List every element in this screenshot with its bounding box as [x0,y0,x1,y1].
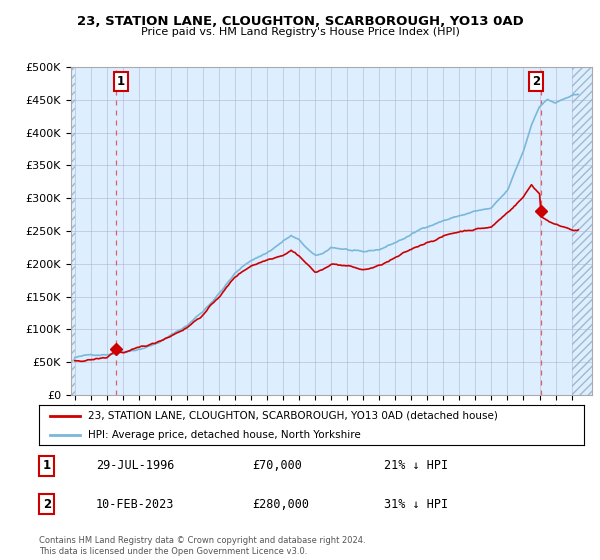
Text: Price paid vs. HM Land Registry's House Price Index (HPI): Price paid vs. HM Land Registry's House … [140,27,460,37]
Text: £70,000: £70,000 [252,459,302,473]
Text: 21% ↓ HPI: 21% ↓ HPI [384,459,448,473]
Text: 23, STATION LANE, CLOUGHTON, SCARBOROUGH, YO13 0AD: 23, STATION LANE, CLOUGHTON, SCARBOROUGH… [77,15,523,28]
Text: 1: 1 [117,76,125,88]
Text: 10-FEB-2023: 10-FEB-2023 [96,497,175,511]
Text: £280,000: £280,000 [252,497,309,511]
Text: 1: 1 [43,459,51,473]
Text: 2: 2 [43,497,51,511]
Bar [572,67,592,395]
Bar [71,67,75,395]
Text: 29-JUL-1996: 29-JUL-1996 [96,459,175,473]
Text: 23, STATION LANE, CLOUGHTON, SCARBOROUGH, YO13 0AD (detached house): 23, STATION LANE, CLOUGHTON, SCARBOROUGH… [88,411,498,421]
Text: 31% ↓ HPI: 31% ↓ HPI [384,497,448,511]
Text: 2: 2 [532,76,541,88]
Text: Contains HM Land Registry data © Crown copyright and database right 2024.
This d: Contains HM Land Registry data © Crown c… [39,536,365,556]
Text: HPI: Average price, detached house, North Yorkshire: HPI: Average price, detached house, Nort… [88,430,361,440]
